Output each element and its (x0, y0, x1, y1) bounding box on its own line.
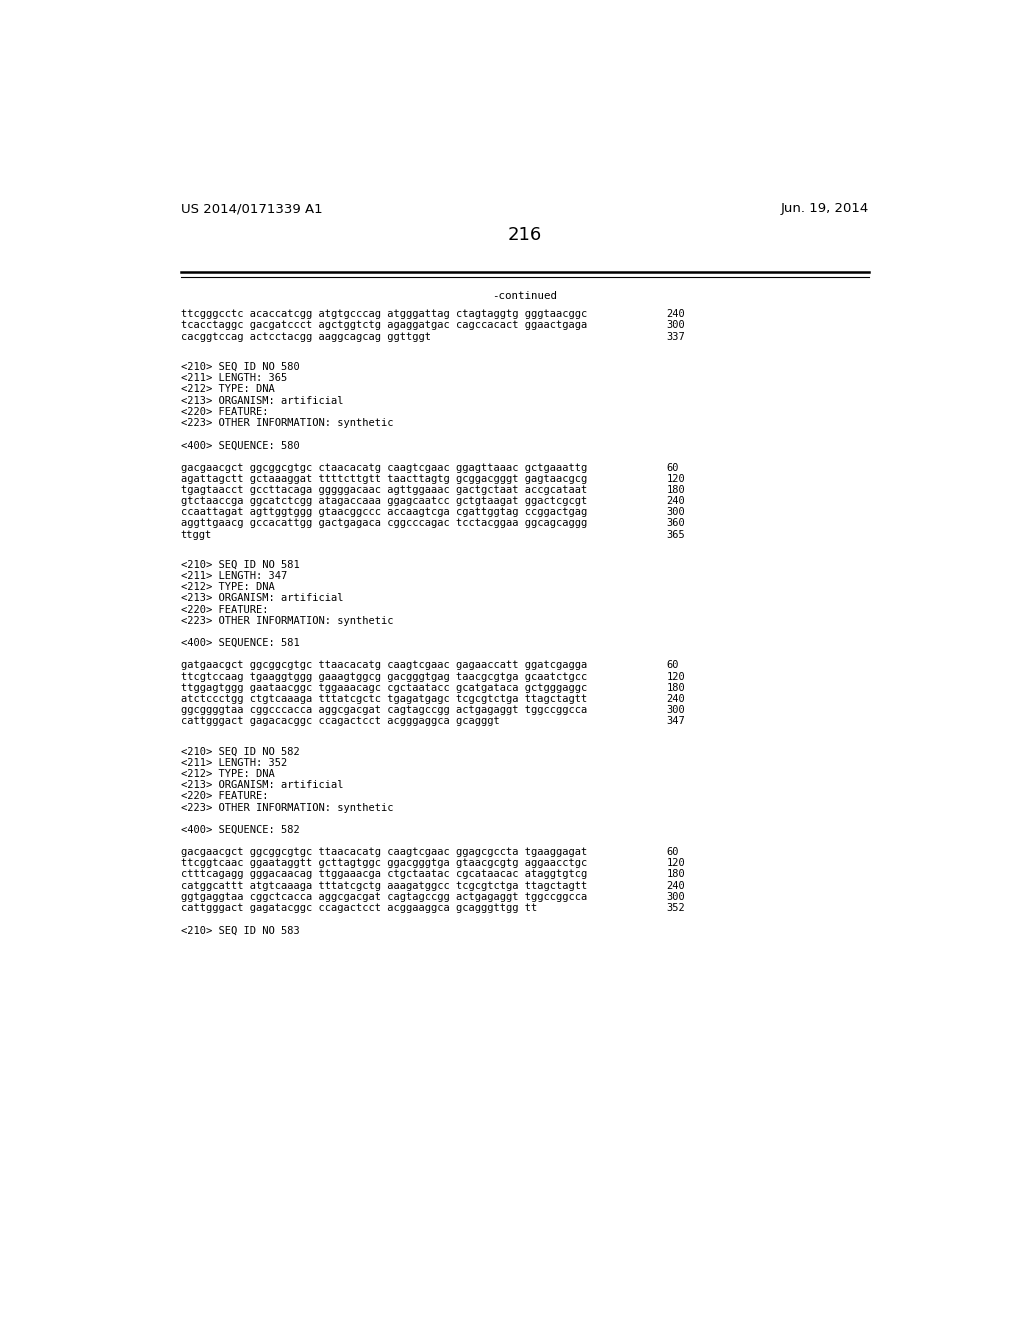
Text: <223> OTHER INFORMATION: synthetic: <223> OTHER INFORMATION: synthetic (180, 418, 393, 428)
Text: cacggtccag actcctacgg aaggcagcag ggttggt: cacggtccag actcctacgg aaggcagcag ggttggt (180, 331, 431, 342)
Text: aggttgaacg gccacattgg gactgagaca cggcccagac tcctacggaa ggcagcaggg: aggttgaacg gccacattgg gactgagaca cggccca… (180, 519, 587, 528)
Text: <213> ORGANISM: artificial: <213> ORGANISM: artificial (180, 780, 343, 791)
Text: <210> SEQ ID NO 582: <210> SEQ ID NO 582 (180, 747, 299, 756)
Text: <220> FEATURE:: <220> FEATURE: (180, 605, 268, 615)
Text: <400> SEQUENCE: 581: <400> SEQUENCE: 581 (180, 638, 299, 648)
Text: 240: 240 (667, 309, 685, 319)
Text: 347: 347 (667, 717, 685, 726)
Text: ggcggggtaa cggcccacca aggcgacgat cagtagccgg actgagaggt tggccggcca: ggcggggtaa cggcccacca aggcgacgat cagtagc… (180, 705, 587, 715)
Text: <210> SEQ ID NO 581: <210> SEQ ID NO 581 (180, 560, 299, 570)
Text: ctttcagagg gggacaacag ttggaaacga ctgctaatac cgcataacac ataggtgtcg: ctttcagagg gggacaacag ttggaaacga ctgctaa… (180, 870, 587, 879)
Text: cattgggact gagacacggc ccagactcct acgggaggca gcagggt: cattgggact gagacacggc ccagactcct acgggag… (180, 717, 500, 726)
Text: <400> SEQUENCE: 580: <400> SEQUENCE: 580 (180, 441, 299, 450)
Text: ttggt: ttggt (180, 529, 212, 540)
Text: ttcggtcaac ggaataggtt gcttagtggc ggacgggtga gtaacgcgtg aggaacctgc: ttcggtcaac ggaataggtt gcttagtggc ggacggg… (180, 858, 587, 869)
Text: <400> SEQUENCE: 582: <400> SEQUENCE: 582 (180, 825, 299, 834)
Text: 240: 240 (667, 496, 685, 506)
Text: cattgggact gagatacggc ccagactcct acggaaggca gcagggttgg tt: cattgggact gagatacggc ccagactcct acggaag… (180, 903, 537, 913)
Text: 240: 240 (667, 880, 685, 891)
Text: 337: 337 (667, 331, 685, 342)
Text: agattagctt gctaaaggat ttttcttgtt taacttagtg gcggacgggt gagtaacgcg: agattagctt gctaaaggat ttttcttgtt taactta… (180, 474, 587, 483)
Text: 60: 60 (667, 660, 679, 671)
Text: atctccctgg ctgtcaaaga tttatcgctc tgagatgagc tcgcgtctga ttagctagtt: atctccctgg ctgtcaaaga tttatcgctc tgagatg… (180, 694, 587, 704)
Text: 300: 300 (667, 321, 685, 330)
Text: <220> FEATURE:: <220> FEATURE: (180, 792, 268, 801)
Text: 360: 360 (667, 519, 685, 528)
Text: US 2014/0171339 A1: US 2014/0171339 A1 (180, 202, 323, 215)
Text: 180: 180 (667, 484, 685, 495)
Text: catggcattt atgtcaaaga tttatcgctg aaagatggcc tcgcgtctga ttagctagtt: catggcattt atgtcaaaga tttatcgctg aaagatg… (180, 880, 587, 891)
Text: 120: 120 (667, 474, 685, 483)
Text: ttcgtccaag tgaaggtggg gaaagtggcg gacgggtgag taacgcgtga gcaatctgcc: ttcgtccaag tgaaggtggg gaaagtggcg gacgggt… (180, 672, 587, 681)
Text: 300: 300 (667, 892, 685, 902)
Text: -continued: -continued (493, 290, 557, 301)
Text: <210> SEQ ID NO 583: <210> SEQ ID NO 583 (180, 925, 299, 936)
Text: 240: 240 (667, 694, 685, 704)
Text: gacgaacgct ggcggcgtgc ctaacacatg caagtcgaac ggagttaaac gctgaaattg: gacgaacgct ggcggcgtgc ctaacacatg caagtcg… (180, 462, 587, 473)
Text: <213> ORGANISM: artificial: <213> ORGANISM: artificial (180, 396, 343, 405)
Text: 120: 120 (667, 672, 685, 681)
Text: ggtgaggtaa cggctcacca aggcgacgat cagtagccgg actgagaggt tggccggcca: ggtgaggtaa cggctcacca aggcgacgat cagtagc… (180, 892, 587, 902)
Text: 352: 352 (667, 903, 685, 913)
Text: 216: 216 (508, 226, 542, 244)
Text: 300: 300 (667, 705, 685, 715)
Text: <211> LENGTH: 352: <211> LENGTH: 352 (180, 758, 287, 768)
Text: <213> ORGANISM: artificial: <213> ORGANISM: artificial (180, 594, 343, 603)
Text: <212> TYPE: DNA: <212> TYPE: DNA (180, 384, 274, 395)
Text: gacgaacgct ggcggcgtgc ttaacacatg caagtcgaac ggagcgccta tgaaggagat: gacgaacgct ggcggcgtgc ttaacacatg caagtcg… (180, 847, 587, 857)
Text: gtctaaccga ggcatctcgg atagaccaaa ggagcaatcc gctgtaagat ggactcgcgt: gtctaaccga ggcatctcgg atagaccaaa ggagcaa… (180, 496, 587, 506)
Text: 120: 120 (667, 858, 685, 869)
Text: 60: 60 (667, 847, 679, 857)
Text: ccaattagat agttggtggg gtaacggccc accaagtcga cgattggtag ccggactgag: ccaattagat agttggtggg gtaacggccc accaagt… (180, 507, 587, 517)
Text: <223> OTHER INFORMATION: synthetic: <223> OTHER INFORMATION: synthetic (180, 615, 393, 626)
Text: <211> LENGTH: 347: <211> LENGTH: 347 (180, 572, 287, 581)
Text: Jun. 19, 2014: Jun. 19, 2014 (780, 202, 869, 215)
Text: <211> LENGTH: 365: <211> LENGTH: 365 (180, 374, 287, 383)
Text: 300: 300 (667, 507, 685, 517)
Text: 365: 365 (667, 529, 685, 540)
Text: <210> SEQ ID NO 580: <210> SEQ ID NO 580 (180, 362, 299, 372)
Text: <223> OTHER INFORMATION: synthetic: <223> OTHER INFORMATION: synthetic (180, 803, 393, 813)
Text: <212> TYPE: DNA: <212> TYPE: DNA (180, 770, 274, 779)
Text: gatgaacgct ggcggcgtgc ttaacacatg caagtcgaac gagaaccatt ggatcgagga: gatgaacgct ggcggcgtgc ttaacacatg caagtcg… (180, 660, 587, 671)
Text: 60: 60 (667, 462, 679, 473)
Text: tcacctaggc gacgatccct agctggtctg agaggatgac cagccacact ggaactgaga: tcacctaggc gacgatccct agctggtctg agaggat… (180, 321, 587, 330)
Text: 180: 180 (667, 870, 685, 879)
Text: <220> FEATURE:: <220> FEATURE: (180, 407, 268, 417)
Text: ttcgggcctc acaccatcgg atgtgcccag atgggattag ctagtaggtg gggtaacggc: ttcgggcctc acaccatcgg atgtgcccag atgggat… (180, 309, 587, 319)
Text: ttggagtggg gaataacggc tggaaacagc cgctaatacc gcatgataca gctgggaggc: ttggagtggg gaataacggc tggaaacagc cgctaat… (180, 682, 587, 693)
Text: 180: 180 (667, 682, 685, 693)
Text: tgagtaacct gccttacaga gggggacaac agttggaaac gactgctaat accgcataat: tgagtaacct gccttacaga gggggacaac agttgga… (180, 484, 587, 495)
Text: <212> TYPE: DNA: <212> TYPE: DNA (180, 582, 274, 593)
